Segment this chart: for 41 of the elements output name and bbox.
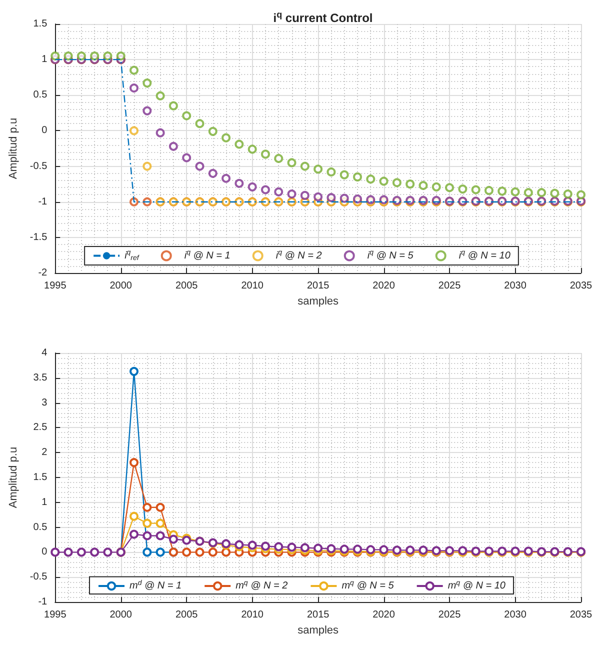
y-tick-label: 1.5	[33, 472, 48, 483]
y-tick-label: -0.5	[30, 572, 48, 583]
x-tick-label: 2025	[438, 610, 462, 620]
y-tick-label: -1	[38, 196, 48, 208]
x-tick-label: 2010	[241, 610, 264, 620]
y-tick-label: 1	[42, 496, 48, 508]
y-tick-label: 1.5	[33, 18, 48, 30]
y-tick-label: 0.5	[33, 522, 48, 533]
x-tick-label: 2030	[504, 610, 527, 620]
y-axis-title: Amplitud p.u	[8, 118, 20, 180]
x-tick-label: 2025	[438, 280, 462, 292]
y-tick-label: 3.5	[33, 372, 48, 384]
x-tick-label: 2015	[306, 610, 330, 620]
x-tick-label: 1995	[44, 610, 67, 620]
x-tick-label: 2020	[372, 280, 396, 292]
y-tick-label: 0.5	[33, 90, 48, 101]
x-tick-label: 2010	[241, 280, 264, 292]
y-tick-label: 2.5	[33, 422, 48, 434]
x-tick-label: 2005	[175, 280, 198, 292]
x-tick-label: 2020	[372, 610, 396, 620]
y-tick-label: -1	[38, 596, 48, 608]
x-axis-title: samples	[298, 295, 340, 308]
y-tick-label: 3	[42, 397, 48, 408]
x-tick-label: 2035	[570, 610, 593, 620]
y-tick-label: -2	[38, 268, 48, 278]
x-tick-label: 1995	[44, 280, 67, 292]
x-tick-label: 2035	[570, 280, 593, 292]
y-tick-label: 2	[42, 447, 48, 458]
x-tick-label: 2005	[175, 610, 198, 620]
y-tick-label: 0	[42, 546, 48, 558]
x-tick-label: 2000	[110, 610, 132, 620]
x-axis-title: samples	[298, 624, 340, 636]
y-tick-label: -0.5	[30, 160, 48, 172]
y-tick-label: -1.5	[30, 232, 48, 243]
x-tick-label: 2000	[110, 280, 132, 292]
y-axis-title: Amplitud p.u	[8, 446, 20, 508]
x-tick-label: 2030	[504, 280, 527, 292]
y-tick-label: 0	[42, 125, 48, 136]
x-tick-label: 2015	[306, 280, 330, 292]
y-tick-label: 1	[42, 54, 48, 66]
y-tick-label: 4	[42, 348, 48, 358]
